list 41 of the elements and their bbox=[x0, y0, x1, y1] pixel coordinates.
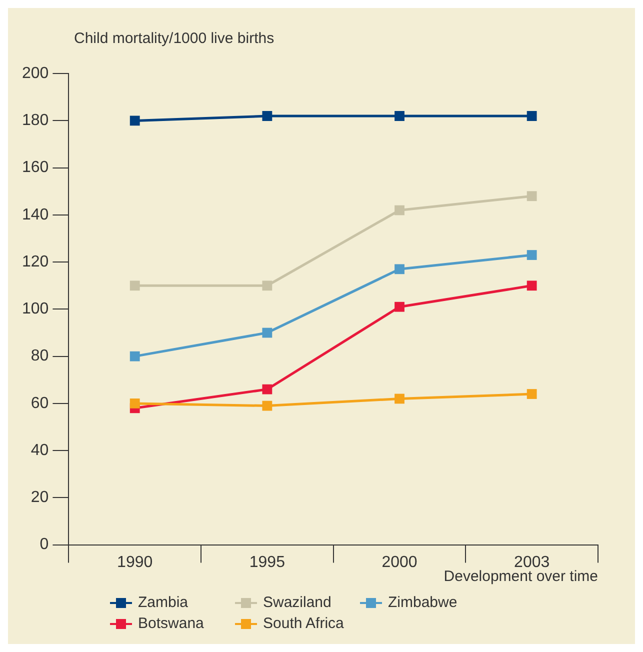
x-tick-label: 2000 bbox=[382, 554, 418, 571]
point bbox=[394, 205, 404, 216]
y-tick-label: 100 bbox=[22, 300, 49, 318]
x-tick-label: 1990 bbox=[117, 554, 153, 571]
y-tick-label: 140 bbox=[22, 206, 49, 224]
x-axis-title: Development over time bbox=[444, 568, 598, 586]
point bbox=[262, 111, 272, 121]
x-tick-label: 1995 bbox=[249, 554, 286, 571]
point bbox=[130, 116, 140, 126]
y-tick-label: 0 bbox=[40, 536, 49, 554]
y-tick-label: 60 bbox=[30, 394, 49, 412]
point bbox=[130, 280, 140, 291]
y-tick-label: 200 bbox=[22, 65, 49, 82]
x-tick-label: 2003 bbox=[514, 554, 550, 571]
y-tick-label: 20 bbox=[30, 489, 49, 506]
point bbox=[130, 398, 140, 408]
y-tick-label: 40 bbox=[30, 442, 49, 459]
y-tick-label: 120 bbox=[22, 253, 49, 270]
legend-label: South Africa bbox=[263, 615, 344, 632]
point bbox=[526, 111, 537, 121]
point bbox=[262, 280, 272, 291]
point bbox=[130, 351, 140, 362]
point bbox=[262, 328, 272, 338]
point bbox=[394, 111, 404, 121]
point bbox=[394, 394, 404, 404]
y-tick-label: 80 bbox=[30, 348, 49, 365]
legend-label: Zambia bbox=[138, 594, 188, 611]
point bbox=[262, 384, 272, 394]
y-tick-label: 180 bbox=[22, 112, 49, 130]
legend-label: Swaziland bbox=[263, 594, 332, 611]
point bbox=[526, 280, 537, 291]
point bbox=[526, 191, 537, 202]
point bbox=[526, 250, 537, 260]
point bbox=[394, 264, 404, 274]
legend-label: Botswana bbox=[138, 615, 204, 632]
y-axis-title: Child mortality/1000 live births bbox=[74, 30, 274, 47]
y-tick-label: 160 bbox=[22, 159, 49, 176]
point bbox=[526, 389, 537, 399]
point bbox=[262, 400, 272, 411]
legend-label: Zimbabwe bbox=[388, 594, 458, 611]
point bbox=[394, 302, 404, 312]
